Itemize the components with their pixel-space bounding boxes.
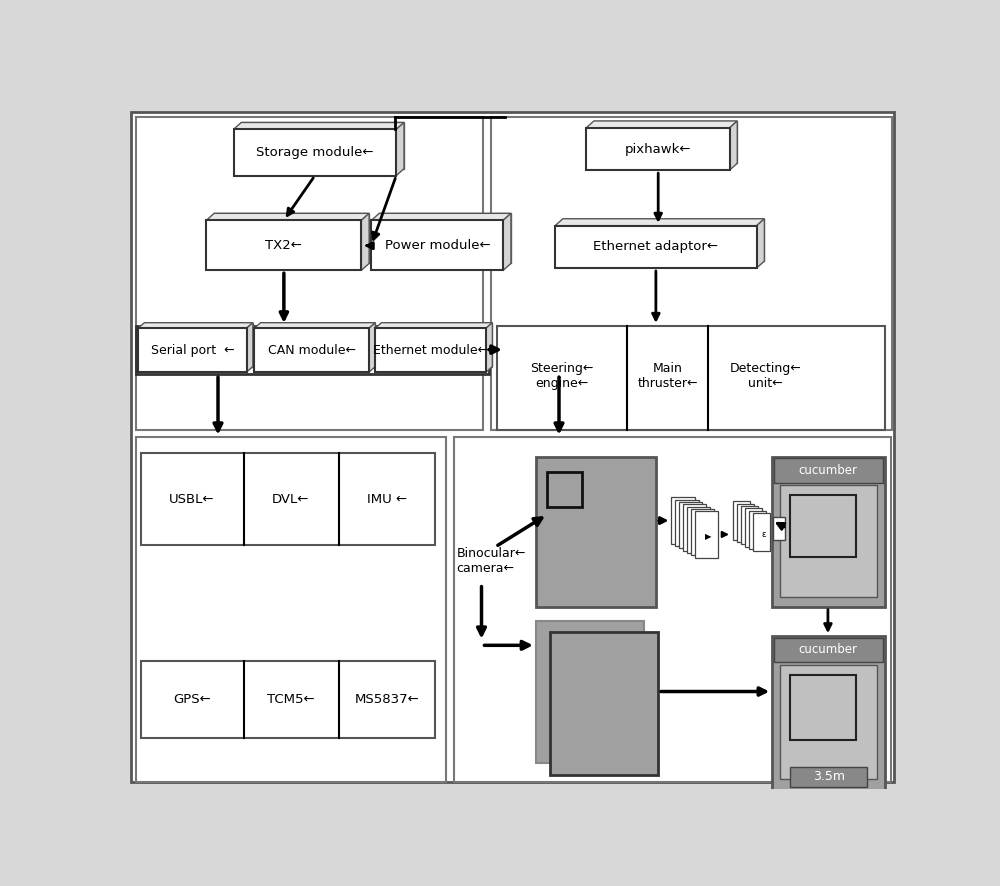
Polygon shape: [486, 323, 492, 372]
Bar: [691, 509, 714, 556]
Bar: [206, 221, 361, 270]
Text: USBL←: USBL←: [169, 493, 214, 506]
Bar: [550, 633, 658, 774]
Bar: [671, 497, 695, 544]
Bar: [382, 323, 492, 367]
Bar: [136, 117, 483, 430]
Bar: [379, 214, 511, 263]
Bar: [780, 486, 877, 597]
Polygon shape: [555, 219, 764, 226]
Bar: [741, 506, 758, 545]
Bar: [594, 121, 737, 163]
Polygon shape: [371, 214, 511, 221]
Bar: [555, 226, 757, 268]
Bar: [138, 328, 247, 372]
Text: Binocular←
camera←: Binocular← camera←: [457, 547, 526, 575]
Bar: [679, 502, 702, 548]
Bar: [261, 323, 375, 367]
Text: Ethernet module←: Ethernet module←: [373, 344, 488, 356]
Bar: [675, 500, 698, 546]
Bar: [773, 517, 785, 540]
Polygon shape: [247, 323, 253, 372]
Polygon shape: [503, 214, 511, 270]
Bar: [144, 323, 253, 367]
Bar: [536, 621, 644, 763]
Bar: [491, 117, 892, 430]
Bar: [774, 458, 883, 483]
Bar: [136, 438, 446, 782]
Text: pixhawk←: pixhawk←: [625, 143, 691, 156]
Bar: [140, 453, 435, 545]
Text: 3.5m: 3.5m: [813, 771, 845, 783]
Bar: [780, 664, 877, 779]
Text: MS5837←: MS5837←: [355, 693, 419, 706]
Polygon shape: [375, 323, 492, 328]
Polygon shape: [138, 323, 253, 328]
Text: cucumber: cucumber: [798, 464, 857, 477]
Text: Power module←: Power module←: [385, 239, 490, 252]
Bar: [687, 507, 710, 553]
Bar: [733, 501, 750, 540]
Bar: [371, 221, 503, 270]
Polygon shape: [361, 214, 369, 270]
Bar: [454, 438, 891, 782]
Bar: [745, 509, 762, 547]
Bar: [772, 456, 885, 607]
Bar: [695, 511, 718, 557]
Text: Serial port  ←: Serial port ←: [151, 344, 234, 356]
Text: ▶: ▶: [705, 532, 712, 541]
Polygon shape: [254, 323, 375, 328]
Polygon shape: [396, 122, 404, 175]
Bar: [214, 214, 369, 263]
Bar: [497, 326, 885, 430]
Polygon shape: [730, 121, 737, 170]
Text: GPS←: GPS←: [173, 693, 211, 706]
Polygon shape: [757, 219, 764, 268]
Text: ε: ε: [761, 530, 766, 539]
Bar: [536, 456, 656, 607]
Bar: [563, 219, 764, 261]
Text: IMU ←: IMU ←: [367, 493, 407, 506]
Bar: [547, 472, 582, 507]
Bar: [790, 674, 856, 740]
Polygon shape: [586, 121, 737, 128]
Polygon shape: [206, 214, 369, 221]
Bar: [790, 767, 867, 787]
Bar: [234, 129, 396, 175]
Bar: [683, 504, 706, 550]
Text: TCM5←: TCM5←: [267, 693, 315, 706]
Text: cucumber: cucumber: [798, 643, 857, 657]
Polygon shape: [234, 122, 404, 129]
Text: Detecting←
unit←: Detecting← unit←: [729, 361, 801, 390]
Bar: [136, 326, 489, 374]
Bar: [140, 661, 435, 738]
Bar: [254, 328, 369, 372]
Text: Ethernet adaptor←: Ethernet adaptor←: [593, 240, 718, 253]
Bar: [737, 503, 754, 542]
Text: Main
thruster←: Main thruster←: [637, 361, 698, 390]
Text: Steering←
engine←: Steering← engine←: [530, 361, 594, 390]
Bar: [375, 328, 486, 372]
Text: Storage module←: Storage module←: [256, 146, 374, 159]
Bar: [749, 510, 766, 549]
Text: CAN module←: CAN module←: [268, 344, 356, 356]
Polygon shape: [369, 323, 375, 372]
Text: TX2←: TX2←: [265, 239, 302, 252]
Bar: [241, 122, 404, 168]
Bar: [774, 638, 883, 662]
Bar: [772, 636, 885, 790]
Bar: [586, 128, 730, 170]
Bar: [753, 513, 770, 551]
Text: DVL←: DVL←: [272, 493, 310, 506]
Bar: [790, 495, 856, 556]
